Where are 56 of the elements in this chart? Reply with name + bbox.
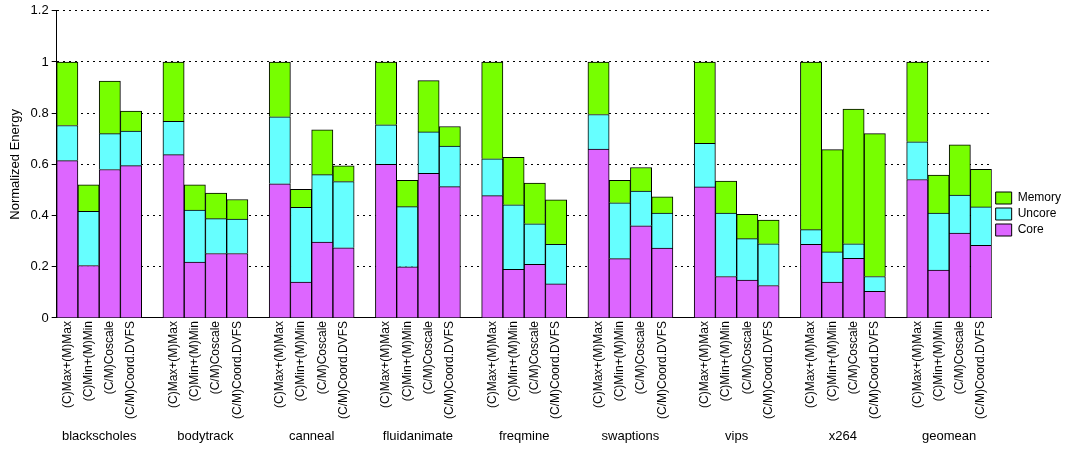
y-tick-label: 0.6 xyxy=(30,155,49,171)
x-tick-label: (C)Max+(M)Max xyxy=(165,320,180,408)
x-tick-label: (C)Max+(M)Max xyxy=(484,320,499,408)
text: freqmine xyxy=(498,427,550,443)
x-tick-label: (C/M)Coord.DVFS xyxy=(760,320,775,420)
text: swaptions xyxy=(601,427,660,443)
x-tick-label: (C)Min+(M)Min xyxy=(399,320,414,402)
x-tick-label: (C)Min+(M)Min xyxy=(187,320,202,402)
text: fluidanimate xyxy=(382,427,453,443)
x-tick-label: (C/M)Coscale xyxy=(208,320,223,395)
y-tick-label: 1.2 xyxy=(30,2,49,18)
x-tick-label: (C/M)Coscale xyxy=(739,320,754,395)
y-tick-label: 0.4 xyxy=(30,207,49,223)
x-tick-label: (C)Max+(M)Max xyxy=(909,320,924,408)
text: blackscholes xyxy=(61,427,137,443)
x-tick-label: (C)Max+(M)Max xyxy=(272,320,287,408)
x-tick-label: (C/M)Coord.DVFS xyxy=(867,320,882,420)
y-tick-label: 1 xyxy=(41,53,49,69)
x-tick-label: (C)Min+(M)Min xyxy=(718,320,733,402)
x-tick-label: (C/M)Coscale xyxy=(420,320,435,395)
x-tick-label: (C/M)Coord.DVFS xyxy=(654,320,669,420)
y-tick-label: 0.8 xyxy=(30,104,49,120)
text: x264 xyxy=(828,427,858,443)
x-tick-label: (C/M)Coscale xyxy=(845,320,860,395)
x-tick-label: (C)Max+(M)Max xyxy=(697,320,712,408)
x-tick-label: (C/M)Coscale xyxy=(633,320,648,395)
x-tick-label: (C/M)Coscale xyxy=(102,320,117,395)
legend-label: Memory xyxy=(1017,190,1062,205)
x-tick-label: (C)Max+(M)Max xyxy=(590,320,605,408)
x-tick-label: (C/M)Coord.DVFS xyxy=(229,320,244,420)
x-tick-label: (C)Min+(M)Min xyxy=(505,320,520,402)
x-tick-label: (C)Min+(M)Min xyxy=(612,320,627,402)
y-tick-label: 0.2 xyxy=(30,258,49,274)
x-tick-label: (C/M)Coord.DVFS xyxy=(548,320,563,420)
x-tick-label: (C)Min+(M)Min xyxy=(930,320,945,402)
text: geomean xyxy=(922,427,977,443)
y-tick-label: 0 xyxy=(41,309,49,325)
text: bodytrack xyxy=(177,427,235,443)
x-tick-label: (C)Min+(M)Min xyxy=(80,320,95,402)
text: vips xyxy=(725,427,749,443)
y-axis-title: Normalized Energy xyxy=(7,108,23,220)
x-tick-label: (C/M)Coord.DVFS xyxy=(123,320,138,420)
x-tick-label: (C/M)Coscale xyxy=(952,320,967,395)
x-tick-label: (C/M)Coord.DVFS xyxy=(335,320,350,420)
legend-label: Uncore xyxy=(1017,206,1057,221)
x-tick-label: (C/M)Coord.DVFS xyxy=(973,320,988,420)
x-tick-label: (C)Max+(M)Max xyxy=(803,320,818,408)
legend-label: Core xyxy=(1017,222,1044,237)
x-tick-label: (C)Max+(M)Max xyxy=(378,320,393,408)
x-tick-label: (C/M)Coscale xyxy=(314,320,329,395)
x-tick-label: (C/M)Coscale xyxy=(527,320,542,395)
x-tick-label: (C/M)Coord.DVFS xyxy=(442,320,457,420)
x-tick-label: (C)Max+(M)Max xyxy=(59,320,74,408)
x-tick-label: (C)Min+(M)Min xyxy=(824,320,839,402)
text: canneal xyxy=(288,427,335,443)
x-tick-label: (C)Min+(M)Min xyxy=(293,320,308,402)
